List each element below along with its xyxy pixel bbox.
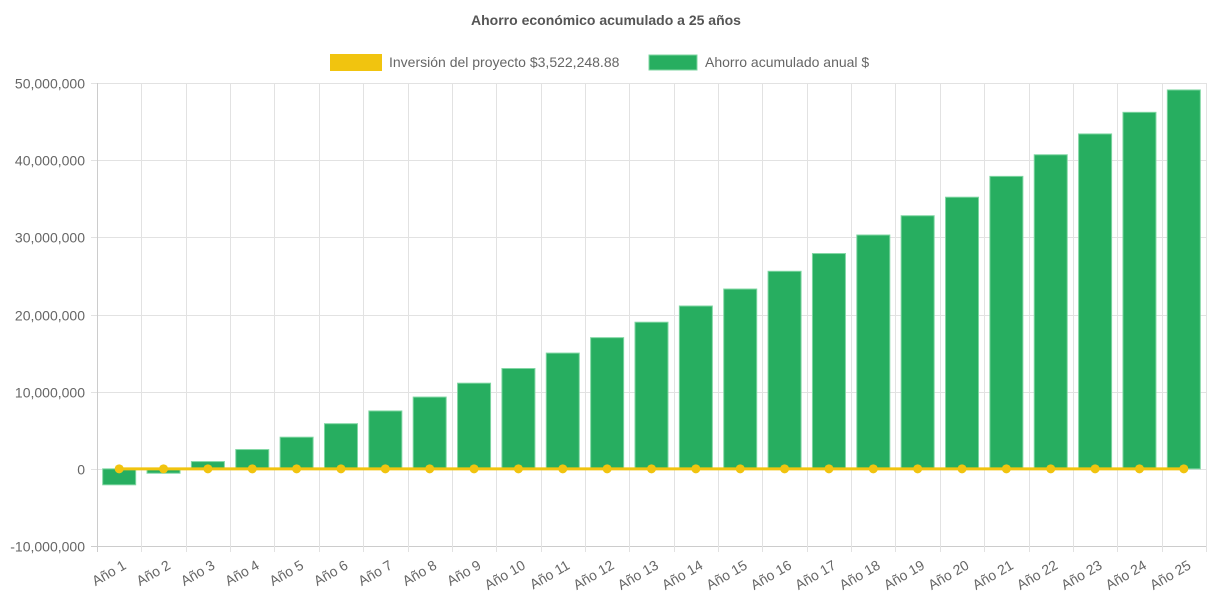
bar [501,368,536,470]
x-tick-label: Año 18 [836,557,883,593]
bar [279,436,314,470]
investment-point [868,464,878,474]
bar [945,196,980,470]
investment-point [1046,464,1056,474]
y-tick-label: 30,000,000 [15,230,85,246]
legend-label-investment: Inversión del proyecto $3,522,248.88 [389,54,620,70]
y-tick-label: 50,000,000 [15,76,85,92]
x-tick-label: Año 4 [222,557,262,589]
investment-point [1090,464,1100,474]
investment-point [602,464,612,474]
x-tick-label: Año 15 [703,557,750,593]
bar [634,321,669,470]
y-axis: -10,000,000 0 10,000,000 20,000,000 30,000,0… [10,76,85,555]
investment-point [647,464,656,474]
bar [590,337,625,470]
investment-point [691,464,701,474]
investment-point [780,464,790,474]
x-axis: Año 1 Año 2 Año 3 Año 4 Año 5 Año 6 Año 7 Año 8… [89,557,1194,593]
legend-item-savings[interactable]: Ahorro acumulado anual $ [648,54,869,71]
investment-point [159,464,169,474]
investment-point [292,464,302,474]
x-tick-label: Año 24 [1103,557,1150,593]
x-tick-label: Año 21 [969,557,1016,593]
legend: Inversión del proyecto $3,522,248.88 Aho… [330,54,869,71]
x-tick-label: Año 6 [311,557,351,589]
x-tick-label: Año 20 [925,557,972,593]
legend-swatch-savings [648,54,698,71]
x-tick-label: Año 10 [481,557,528,593]
investment-point [425,464,435,474]
x-tick-label: Año 3 [178,557,218,589]
bar [1122,111,1157,470]
investment-point [824,464,834,474]
legend-swatch-investment [330,54,382,71]
bar [900,215,935,470]
x-tick-label: Año 9 [444,557,484,589]
x-tick-label: Año 17 [792,557,839,593]
x-tick-label: Año 25 [1147,557,1194,593]
bar [723,288,758,470]
investment-point [913,464,923,474]
x-tick-label: Año 2 [133,557,173,589]
investment-point [247,464,257,474]
x-tick-label: Año 5 [266,557,306,589]
x-tick-label: Año 16 [748,557,795,593]
investment-point [1179,464,1189,474]
investment-point [114,464,124,474]
x-tick-label: Año 12 [570,557,617,593]
bar [1033,154,1068,470]
x-tick-label: Año 8 [400,557,440,589]
y-tick-label: 40,000,000 [15,153,85,169]
x-tick-label: Año 19 [881,557,928,593]
bar [856,234,891,470]
y-tick-label: 20,000,000 [15,308,85,324]
x-tick-label: Año 22 [1014,557,1061,593]
bar [412,396,447,470]
bar [545,352,580,470]
y-tick-label: 0 [77,462,85,478]
x-tick-label: Año 11 [527,557,573,593]
bar [989,175,1024,470]
bar [368,410,403,470]
x-tick-label: Año 13 [615,557,662,593]
investment-point [513,464,523,474]
investment-line [114,464,1189,474]
bars [102,89,1201,486]
x-tick-label: Año 1 [89,557,129,589]
chart-title: Ahorro económico acumulado a 25 años [471,12,741,28]
investment-point [957,464,967,474]
x-tick-label: Año 23 [1058,557,1105,593]
y-tick-label: 10,000,000 [15,385,85,401]
x-tick-label: Año 7 [355,557,395,589]
bar [1078,133,1113,470]
bar [678,305,713,470]
investment-point [380,464,390,474]
bar [767,270,802,470]
grid [91,83,1207,552]
bar [323,423,358,470]
investment-point [735,464,745,474]
x-tick-label: Año 14 [659,557,706,593]
investment-point [203,464,213,474]
y-tick-label: -10,000,000 [10,539,85,555]
legend-label-savings: Ahorro acumulado anual $ [705,54,869,70]
bar [1166,89,1201,470]
investment-point [1001,464,1011,474]
legend-item-investment[interactable]: Inversión del proyecto $3,522,248.88 [330,54,620,71]
investment-point [469,464,479,474]
bar [457,382,492,470]
investment-point [558,464,568,474]
investment-point [336,464,346,474]
bar [811,253,846,470]
investment-point [1134,464,1144,474]
